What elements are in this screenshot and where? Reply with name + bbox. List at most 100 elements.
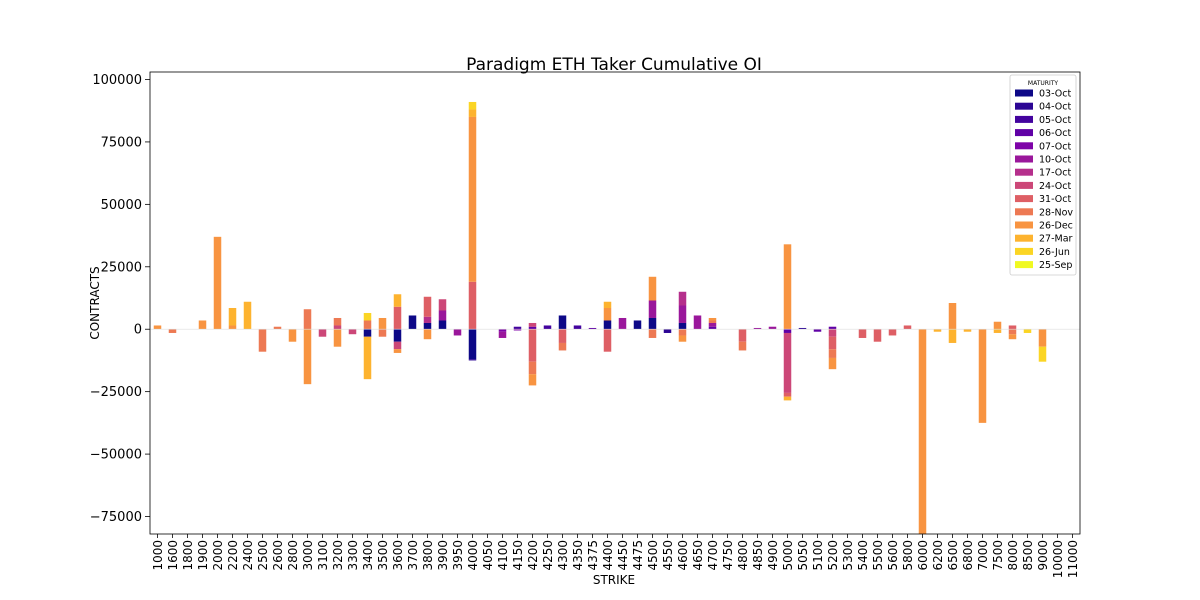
legend-swatch	[1015, 208, 1033, 216]
bar-segment	[528, 329, 537, 362]
legend-label: 28-Nov	[1039, 207, 1073, 218]
y-tick-label: 0	[134, 323, 142, 338]
bar-segment	[678, 329, 687, 336]
x-tick-label: 4500	[646, 540, 660, 571]
x-tick-label: 4550	[661, 540, 675, 571]
bar-segment	[933, 329, 942, 332]
bar-segment	[303, 329, 312, 385]
bar-segment	[888, 329, 897, 336]
bar-segment	[753, 327, 762, 330]
x-tick-label: 6500	[946, 540, 960, 571]
bar-segment	[273, 326, 282, 330]
bar-segment	[858, 329, 867, 338]
bar-segment	[528, 374, 537, 386]
y-axis-label: CONTRACTS	[88, 266, 102, 339]
x-tick-label: 4400	[601, 540, 615, 571]
bar-segment	[363, 320, 372, 330]
bar-segment	[663, 329, 672, 333]
bar-segment	[288, 329, 297, 342]
x-tick-label: 2500	[256, 540, 270, 571]
bar-segment	[468, 281, 477, 330]
x-axis-label: STRIKE	[593, 573, 635, 587]
x-tick-label: 3500	[376, 540, 390, 571]
legend-label: 04-Oct	[1039, 102, 1071, 113]
bar-segment	[573, 325, 582, 330]
x-tick-label: 4200	[526, 540, 540, 571]
x-tick-label: 3950	[451, 540, 465, 571]
legend-items: 03-Oct 04-Oct 05-Oct 06-Oct 07-Oct 10-Oct 17-O…	[1015, 89, 1073, 271]
legend-swatch	[1015, 261, 1033, 269]
y-tick-label: −25000	[90, 385, 142, 400]
bar-segment	[603, 307, 612, 321]
legend-swatch	[1015, 115, 1033, 123]
bar-segment	[243, 301, 252, 330]
x-tick-label: 4350	[571, 540, 585, 571]
bar-segment	[618, 317, 627, 330]
x-tick-label: 4150	[511, 540, 525, 571]
bar-segment	[468, 329, 477, 360]
bar-segment	[918, 329, 927, 534]
bar-segment	[423, 329, 432, 340]
bar-segment	[423, 296, 432, 317]
x-tick-label: 5500	[871, 540, 885, 571]
bar-segment	[468, 359, 477, 361]
bar-segment	[498, 329, 507, 332]
bar-segment	[828, 326, 837, 330]
bar-segment	[393, 341, 402, 350]
x-tick-label: 4900	[766, 540, 780, 571]
y-tick-label: 25000	[101, 260, 142, 275]
legend-label: 06-Oct	[1039, 128, 1071, 139]
bar-segment	[708, 326, 717, 330]
y-tick-label: −75000	[90, 510, 142, 525]
x-tick-label: 1600	[166, 540, 180, 571]
bar-segment	[783, 392, 792, 397]
bar-segment	[1008, 325, 1017, 330]
legend-title: MATURITY	[1028, 80, 1058, 87]
x-tick-label: 4650	[691, 540, 705, 571]
bar-segment	[318, 329, 327, 337]
legend-label: 17-Oct	[1039, 168, 1071, 179]
bar-segment	[603, 329, 612, 352]
x-tick-label: 3200	[331, 540, 345, 571]
x-tick-label: 2600	[271, 540, 285, 571]
bar-segment	[453, 329, 462, 336]
bar-segment	[1008, 329, 1017, 335]
x-tick-label: 8500	[1021, 540, 1035, 571]
bar-segment	[678, 291, 687, 306]
legend-label: 26-Jun	[1039, 247, 1070, 258]
x-tick-label: 3800	[421, 540, 435, 571]
x-tick-label: 1000	[151, 540, 165, 571]
legend-label: 26-Dec	[1039, 221, 1073, 232]
x-tick-label: 4300	[556, 540, 570, 571]
bar-segment	[198, 320, 207, 330]
bar-segment	[468, 109, 477, 117]
bar-segment	[603, 320, 612, 330]
bar-segment	[498, 331, 507, 338]
bar-segment	[333, 325, 342, 330]
bar-segment	[993, 321, 1002, 330]
legend-swatch	[1015, 221, 1033, 229]
x-tick-label: 5600	[886, 540, 900, 571]
plot-frame	[149, 71, 1081, 535]
bar-segment	[678, 322, 687, 330]
x-tick-label: 3900	[436, 540, 450, 571]
legend-swatch	[1015, 129, 1033, 137]
bar-segment	[948, 303, 957, 330]
legend-swatch	[1015, 234, 1033, 242]
x-tick-label: 1800	[181, 540, 195, 571]
bar-segment	[798, 327, 807, 330]
bar-segment	[708, 322, 717, 327]
bar-segment	[678, 305, 687, 323]
bar-segment	[438, 320, 447, 330]
x-tick-label: 4475	[631, 540, 645, 571]
x-tick-label: 10000	[1051, 540, 1065, 578]
bar-segment	[528, 326, 537, 330]
bar-segment	[438, 310, 447, 321]
bar-segment	[393, 349, 402, 353]
bar-segment	[393, 294, 402, 307]
bar-segment	[768, 326, 777, 330]
x-tick-label: 1900	[196, 540, 210, 571]
bar-segment	[423, 316, 432, 323]
bar-segment	[783, 329, 792, 333]
